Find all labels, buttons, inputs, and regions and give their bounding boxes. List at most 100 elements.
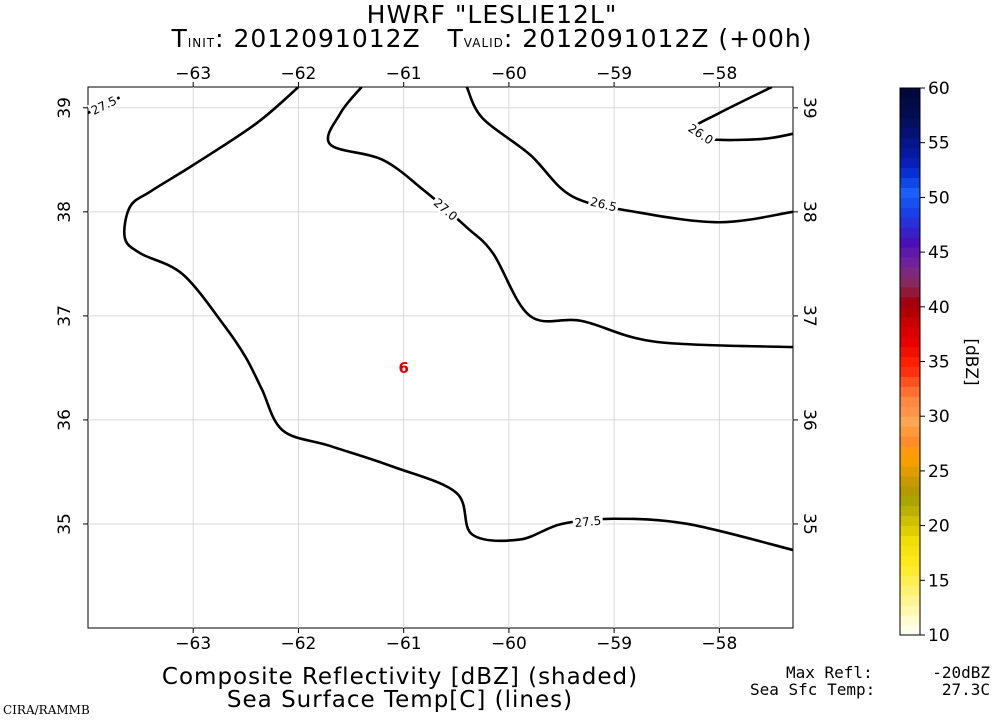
colorbar-swatch: [900, 446, 920, 457]
lat-tick-label-left: 39: [55, 97, 75, 119]
colorbar-swatch: [900, 336, 920, 348]
colorbar-tick-label: 25: [928, 462, 950, 482]
lat-tick-label-right: 39: [799, 97, 819, 119]
colorbar-swatch: [900, 465, 920, 477]
lon-tick-label-bottom: −62: [281, 634, 317, 654]
contour-label: 27.5: [574, 514, 602, 531]
colorbar-swatch: [900, 296, 920, 308]
colorbar-tick-label: 50: [928, 188, 950, 208]
colorbar-swatch: [900, 346, 920, 358]
sst-contour-line: [122, 87, 793, 552]
colorbar-swatch: [900, 217, 920, 228]
lon-tick-label-top: −61: [386, 64, 422, 84]
sst-contour-line: [326, 87, 793, 349]
contour-label-bg: [587, 193, 620, 215]
colorbar-swatch: [900, 396, 920, 407]
footer-line-1: Composite Reflectivity [dBZ] (shaded): [161, 664, 639, 690]
valid-label: T: [447, 24, 464, 53]
contour-label-bg: [429, 194, 462, 225]
colorbar-swatch: [900, 127, 920, 139]
lon-tick-label-bottom: −58: [701, 634, 737, 654]
colorbar-tick-label: 60: [928, 79, 950, 99]
colorbar-label: [dBZ]: [961, 338, 981, 385]
colorbar-swatch: [900, 475, 920, 487]
colorbar-swatch: [900, 247, 920, 258]
lon-tick-label-bottom: −63: [175, 634, 211, 654]
colorbar-swatch: [900, 187, 920, 198]
colorbar-swatch: [900, 356, 920, 367]
colorbar-swatch: [900, 117, 920, 129]
lon-tick-label-top: −62: [281, 64, 317, 84]
colorbar-swatch: [900, 625, 920, 636]
colorbar-swatch: [900, 267, 920, 278]
lat-tick-label-right: 36: [799, 409, 819, 431]
lat-tick-label-left: 36: [55, 409, 75, 431]
lon-tick-label-bottom: −60: [491, 634, 527, 654]
contour-label-bg: [87, 92, 121, 119]
colorbar-swatch: [900, 237, 920, 248]
init-label: T: [171, 24, 188, 53]
lon-tick-label-top: −58: [701, 64, 737, 84]
lat-tick-label-left: 37: [55, 305, 75, 327]
lat-tick-label-right: 35: [799, 513, 819, 535]
colorbar-swatch: [900, 426, 920, 437]
colorbar-swatch: [900, 376, 920, 387]
lon-tick-label-top: −63: [175, 64, 211, 84]
credit-label: CIRA/RAMMB: [3, 703, 90, 717]
max-refl-label: Max Refl:: [786, 663, 873, 682]
valid-subscript: VALID: [463, 36, 504, 50]
chart-title: HWRF "LESLIE12L": [366, 0, 618, 29]
contour-label: 26.5: [589, 195, 618, 215]
colorbar-swatch: [900, 525, 920, 537]
colorbar-swatch: [900, 286, 920, 298]
contour-label-bg: [684, 119, 718, 148]
colorbar-swatch: [900, 455, 920, 467]
colorbar-swatch: [900, 545, 920, 556]
colorbar-swatch: [900, 306, 920, 318]
colorbar-swatch: [900, 316, 920, 328]
lon-tick-label-bottom: −59: [596, 634, 632, 654]
lon-tick-label-top: −59: [596, 64, 632, 84]
colorbar-swatch: [900, 485, 920, 497]
colorbar-swatch: [900, 197, 920, 208]
sst-contour-line: [465, 87, 793, 224]
colorbar-swatch: [900, 107, 920, 119]
plot-frame: [87, 86, 794, 629]
colorbar-swatch: [900, 147, 920, 159]
colorbar-swatch: [900, 157, 920, 169]
colorbar-tick-label: 55: [928, 134, 950, 154]
colorbar-tick-label: 35: [928, 353, 950, 373]
colorbar-swatch: [900, 386, 920, 397]
valid-time: : 2012091012Z (+00h): [503, 24, 813, 53]
colorbar-swatch: [900, 575, 920, 586]
colorbar-swatch: [900, 436, 920, 447]
chart-subtitle: TINIT: 2012091012Z TVALID: 2012091012Z (…: [0, 26, 992, 56]
contour-label-group: 27.5: [572, 512, 604, 531]
max-refl-value: -20dBZ: [932, 663, 990, 682]
colorbar-swatch: [900, 555, 920, 566]
colorbar-tick-label: 30: [928, 407, 950, 427]
colorbar-swatch: [900, 177, 920, 188]
colorbar-swatch: [900, 585, 920, 596]
colorbar-swatch: [900, 137, 920, 149]
sst-value: 27.3C: [941, 680, 990, 699]
colorbar-tick-label: 40: [928, 298, 950, 318]
init-time: : 2012091012Z: [215, 24, 421, 53]
colorbar-swatch: [900, 167, 920, 179]
colorbar-swatch: [900, 615, 920, 626]
colorbar-swatch: [900, 406, 920, 417]
colorbar-swatch: [900, 515, 920, 527]
contour-label-group: 26.5: [587, 193, 620, 215]
lat-tick-label-right: 37: [799, 305, 819, 327]
storm-symbol: 6: [398, 359, 408, 377]
colorbar-swatch: [900, 505, 920, 517]
lat-tick-label-left: 38: [55, 201, 75, 223]
colorbar-swatch: [900, 366, 920, 377]
colorbar-swatch: [900, 495, 920, 507]
colorbar-tick-label: 10: [928, 626, 950, 646]
contour-label-bg: [572, 512, 604, 530]
colorbar-tick-label: 15: [928, 571, 950, 591]
colorbar-swatch: [900, 605, 920, 616]
init-subscript: INIT: [187, 36, 216, 50]
